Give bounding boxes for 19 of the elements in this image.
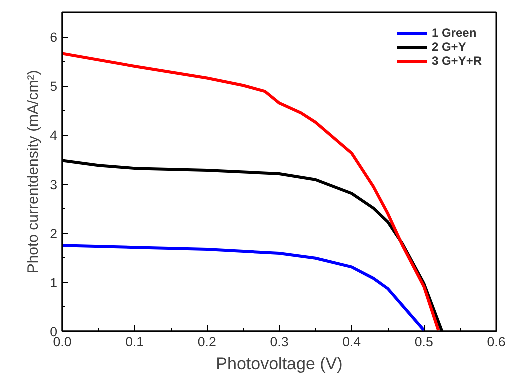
x-tick-label: 0.6 (487, 334, 506, 350)
x-tick-label: 0.5 (414, 334, 434, 350)
y-tick-label: 5 (50, 79, 58, 94)
legend-label: 1 Green (432, 26, 477, 40)
line-series (62, 52, 440, 332)
x-tick-label: 0.4 (342, 334, 362, 350)
x-axis-title: Photovoltage (V) (216, 354, 343, 374)
x-tick-label: 0.3 (270, 334, 289, 350)
legend-label: 2 G+Y (432, 40, 466, 54)
x-tick-label: 0.2 (198, 334, 216, 350)
y-tick-label: 3 (50, 177, 58, 192)
x-tick-label: 0.1 (126, 334, 144, 350)
line-series (62, 244, 426, 332)
y-tick-label: 1 (50, 275, 58, 290)
y-tick-label: 4 (50, 128, 58, 144)
y-axis-title: Photo currentdensity (mA/cm²) (25, 70, 42, 274)
y-tick-label: 2 (50, 226, 58, 242)
legend-label: 3 G+Y+R (432, 54, 482, 68)
y-tick-label: 6 (50, 30, 58, 46)
